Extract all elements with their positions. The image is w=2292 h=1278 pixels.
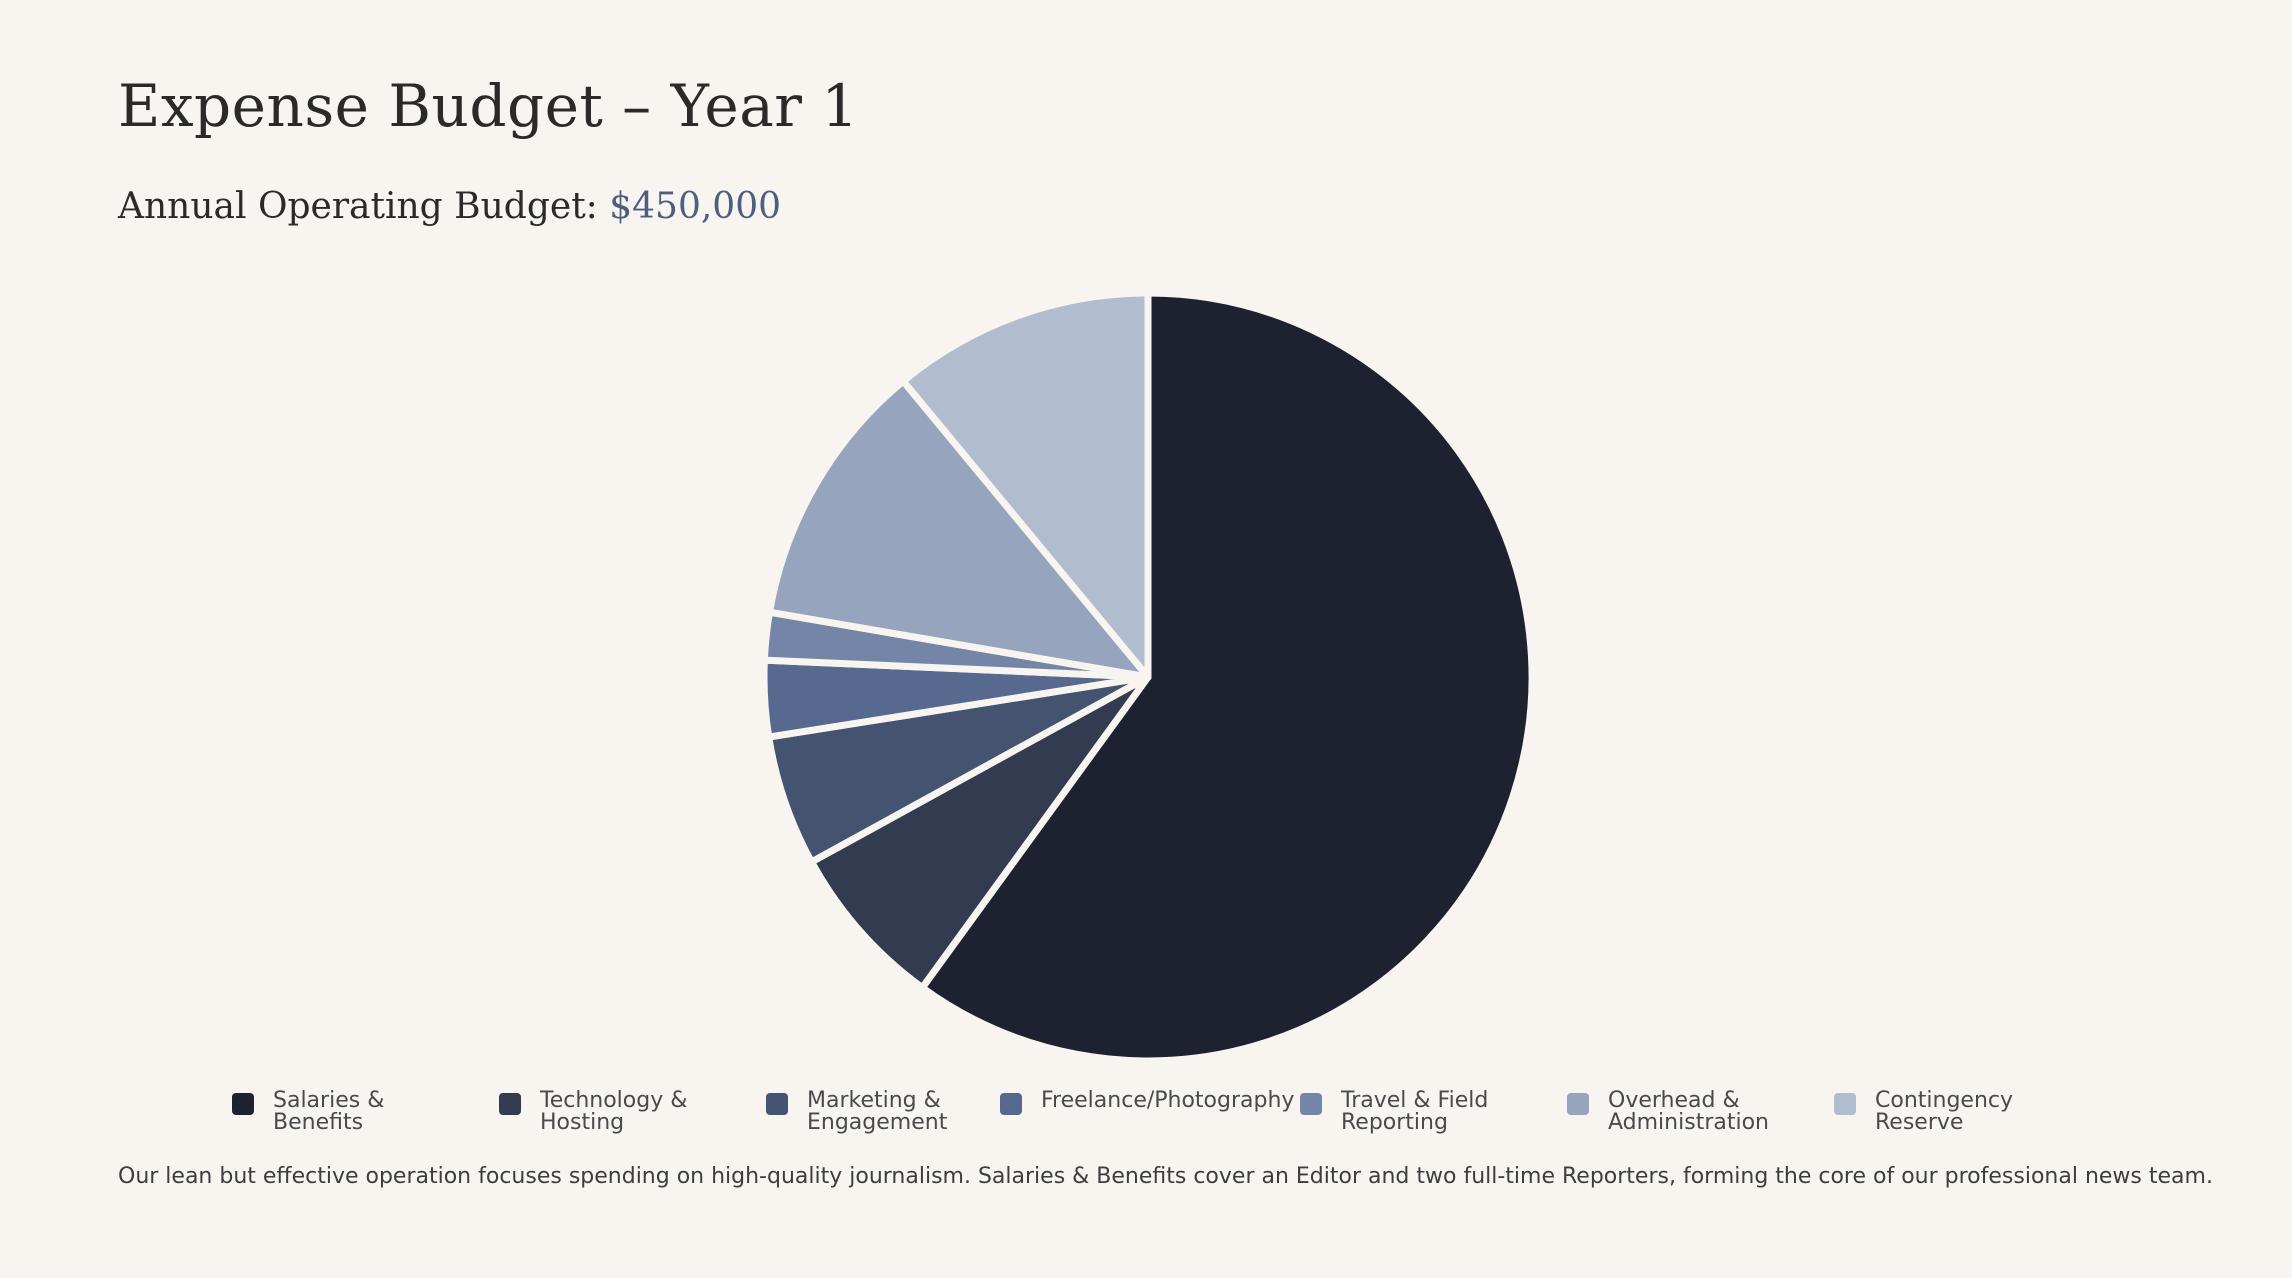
expense-pie-chart [764, 289, 1536, 1065]
legend-swatch [1567, 1093, 1589, 1115]
legend-item-salaries: Salaries & Benefits [232, 1090, 494, 1140]
legend-label: Technology & Hosting [540, 1088, 688, 1135]
legend-item-freelance: Freelance/Photography [1000, 1090, 1294, 1140]
legend-label: Contingency Reserve [1875, 1088, 2014, 1135]
budget-label: Annual Operating Budget: [118, 186, 610, 227]
legend-item-travel: Travel & Field Reporting [1300, 1090, 1562, 1140]
legend-label: Overhead & Administration [1608, 1088, 1769, 1135]
legend-swatch [1300, 1093, 1322, 1115]
legend-swatch [1000, 1093, 1022, 1115]
legend-item-contingency: Contingency Reserve [1834, 1090, 2096, 1140]
page-title: Expense Budget – Year 1 [118, 72, 859, 140]
legend-item-marketing: Marketing & Engagement [766, 1090, 1028, 1140]
legend-label: Freelance/Photography [1041, 1088, 1295, 1113]
legend-swatch [1834, 1093, 1856, 1115]
legend-item-overhead: Overhead & Administration [1567, 1090, 1829, 1140]
legend-label: Marketing & Engagement [807, 1088, 948, 1135]
legend-label: Salaries & Benefits [273, 1088, 385, 1135]
pie-slice-salaries [918, 289, 1536, 1065]
budget-description: Our lean but effective operation focuses… [118, 1164, 2213, 1189]
budget-subtitle: Annual Operating Budget: $450,000 [118, 186, 781, 227]
legend-swatch [766, 1093, 788, 1115]
pie-slice-technology [808, 673, 1152, 992]
pie-slice-contingency [899, 289, 1152, 681]
legend-label: Travel & Field Reporting [1341, 1088, 1489, 1135]
legend-item-technology: Technology & Hosting [499, 1090, 761, 1140]
legend-swatch [232, 1093, 254, 1115]
chart-legend: Salaries & Benefits Technology & Hosting… [232, 1090, 2112, 1140]
legend-swatch [499, 1093, 521, 1115]
pie-slice-overhead [766, 377, 1152, 681]
budget-amount: $450,000 [609, 186, 782, 227]
